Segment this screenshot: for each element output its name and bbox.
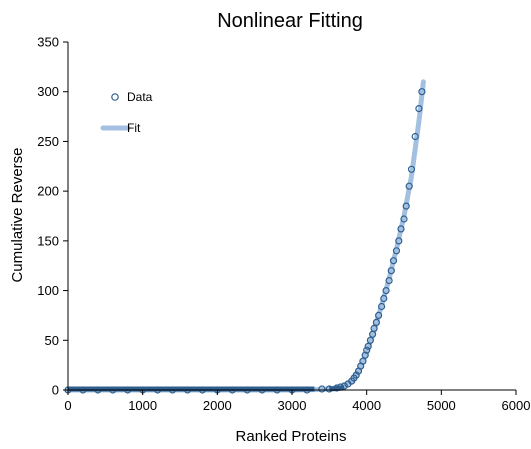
data-point — [407, 165, 416, 173]
y-tick-label: 200 — [37, 184, 59, 199]
x-tick-label: 6000 — [502, 398, 531, 413]
y-tick-label: 250 — [37, 134, 59, 149]
data-point — [318, 385, 326, 393]
data-point — [389, 257, 398, 265]
data-point — [397, 225, 405, 233]
chart-title: Nonlinear Fitting — [217, 10, 363, 32]
data-point — [415, 104, 423, 113]
legend-label-fit: Fit — [127, 121, 141, 135]
y-tick-label: 50 — [45, 333, 59, 348]
x-tick-label: 0 — [64, 398, 71, 413]
data-point — [370, 324, 378, 332]
data-point — [364, 342, 372, 350]
x-tick-label: 5000 — [427, 398, 456, 413]
data-point — [385, 277, 393, 285]
legend-label-data: Data — [127, 90, 153, 104]
y-tick-label: 300 — [37, 84, 59, 99]
y-axis-title: Cumulative Reverse — [9, 147, 26, 282]
data-point — [375, 311, 383, 319]
data-point — [395, 237, 403, 245]
data-point — [400, 215, 408, 223]
legend-box — [95, 80, 165, 142]
y-axis: 0 50 100 150 200 250 300 350 — [37, 35, 69, 398]
data-point — [392, 247, 401, 255]
x-axis-title: Ranked Proteins — [236, 428, 347, 445]
x-tick-label: 4000 — [352, 398, 381, 413]
x-tick-label: 3000 — [278, 398, 307, 413]
y-tick-label: 150 — [37, 233, 59, 248]
data-point — [359, 357, 367, 365]
legend: Data Fit — [95, 80, 165, 142]
data-point-cluster — [329, 385, 345, 392]
y-tick-label: 350 — [37, 35, 59, 50]
data-point — [411, 132, 419, 141]
data-point — [382, 287, 390, 295]
data-point — [363, 346, 371, 354]
data-point — [405, 182, 413, 190]
legend-marker-data — [111, 93, 119, 101]
data-point — [361, 351, 369, 359]
x-tick-label: 1000 — [128, 398, 157, 413]
data-point — [418, 88, 426, 96]
x-tick-label: 2000 — [203, 398, 232, 413]
data-point — [380, 294, 388, 303]
data-point — [378, 302, 386, 311]
data-point — [366, 336, 374, 344]
data-point — [387, 267, 395, 275]
y-tick-label: 100 — [37, 283, 59, 298]
x-axis: 0 1000 2000 3000 4000 5000 6000 — [64, 389, 531, 413]
data-point — [402, 202, 410, 210]
y-tick-label: 0 — [52, 383, 59, 398]
data-point — [372, 318, 380, 326]
